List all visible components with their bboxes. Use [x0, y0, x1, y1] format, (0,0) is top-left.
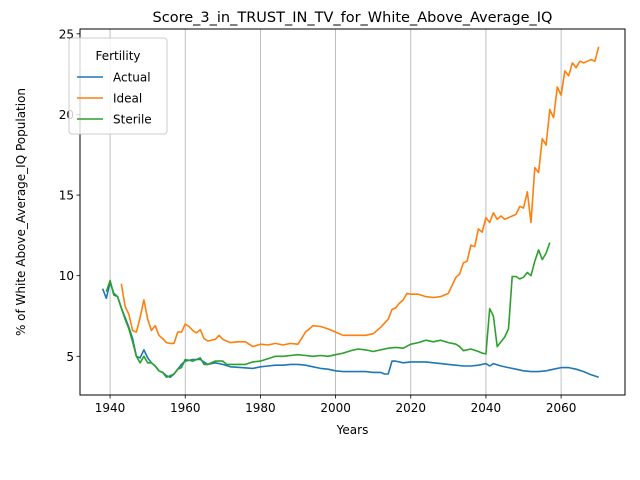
x-tick-label: 2040 — [471, 401, 502, 415]
y-tick-label: 10 — [59, 269, 74, 283]
series-line-ideal — [120, 46, 600, 348]
x-tick-label: 2060 — [546, 401, 577, 415]
series-lines — [101, 46, 600, 379]
x-tick-label: 1960 — [170, 401, 201, 415]
x-axis-ticks: 1940 1960 1980 2000 2020 2040 2060 — [95, 395, 577, 415]
legend-label-ideal: Ideal — [113, 92, 142, 106]
chart-title: Score_3_in_TRUST_IN_TV_for_White_Above_A… — [153, 10, 553, 26]
x-tick-label: 2000 — [320, 401, 351, 415]
y-axis-label: % of White Above_Average_IQ Population — [14, 88, 28, 336]
y-tick-label: 5 — [66, 350, 74, 364]
y-tick-label: 15 — [59, 189, 74, 203]
legend-label-actual: Actual — [113, 71, 151, 85]
x-axis-label: Years — [336, 423, 369, 437]
x-tick-label: 2020 — [395, 401, 426, 415]
x-tick-label: 1980 — [245, 401, 276, 415]
legend-title: Fertility — [95, 49, 140, 63]
legend-items: Actual Ideal Sterile — [77, 71, 152, 127]
plot-frame — [79, 28, 626, 396]
legend-label-sterile: Sterile — [113, 113, 152, 127]
series-line-sterile — [105, 242, 551, 379]
legend-box — [68, 37, 168, 135]
x-tick-label: 1940 — [95, 401, 126, 415]
legend: Fertility Actual Ideal Sterile — [68, 37, 168, 135]
